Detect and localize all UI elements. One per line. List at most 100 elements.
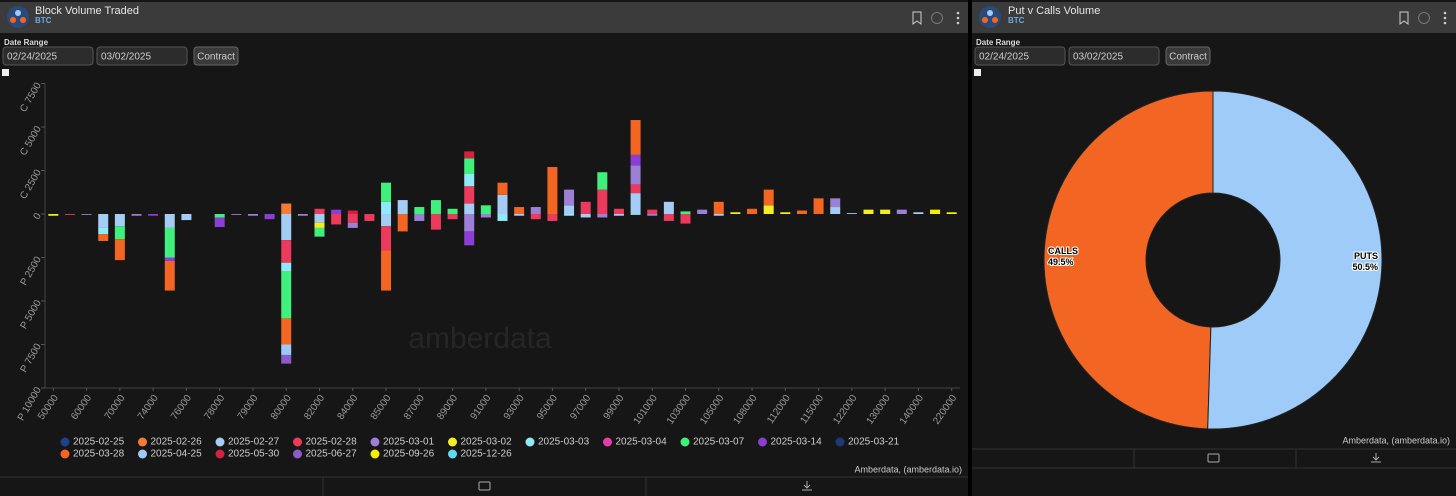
- camera-icon[interactable]: [1207, 453, 1220, 463]
- bar-segment: [580, 214, 591, 218]
- bar-segment: [281, 214, 292, 241]
- bar-segment: [381, 201, 392, 214]
- expand-icon[interactable]: [974, 69, 981, 76]
- bar-segment: [630, 214, 641, 215]
- watermark: amberdata: [408, 322, 552, 355]
- bar-segment: [281, 354, 292, 364]
- bar-segment: [414, 207, 425, 214]
- bar-segment: [530, 207, 541, 214]
- download-icon[interactable]: [802, 481, 812, 491]
- bar-segment: [780, 212, 791, 214]
- info-icon[interactable]: [1418, 12, 1430, 24]
- panel-title: Put v Calls Volume: [1008, 5, 1100, 17]
- bar-segment: [647, 214, 658, 216]
- bar-segment: [713, 214, 724, 216]
- end-date-input[interactable]: [96, 46, 188, 66]
- bar-segment: [514, 207, 525, 214]
- credit: Amberdata, (amberdata.io): [1342, 435, 1450, 445]
- bar-segment: [414, 214, 425, 221]
- date-range-label: Date Range: [4, 38, 49, 47]
- legend-label: 2025-04-25: [151, 449, 203, 460]
- legend-marker: [448, 437, 457, 447]
- bar-segment: [314, 214, 325, 223]
- bar-segment: [564, 205, 575, 214]
- bar-segment: [281, 203, 292, 214]
- legend-marker: [215, 437, 225, 447]
- expand-icon[interactable]: [2, 69, 9, 76]
- bar-segment: [164, 260, 175, 291]
- bar-segment: [514, 214, 525, 216]
- bar-segment: [247, 214, 258, 216]
- bar-segment: [347, 222, 358, 228]
- bar-segment: [114, 226, 125, 240]
- menu-icon[interactable]: [956, 11, 960, 25]
- contract-button[interactable]: [193, 46, 239, 66]
- bar-segment: [347, 210, 358, 214]
- bar-segment: [730, 212, 741, 214]
- bar-segment: [547, 214, 558, 221]
- bar-segment: [946, 212, 957, 214]
- start-date-input[interactable]: [2, 46, 94, 66]
- download-icon[interactable]: [1371, 453, 1381, 463]
- bar-segment: [680, 214, 691, 224]
- legend-marker: [370, 449, 380, 459]
- bar-segment: [397, 214, 408, 232]
- bar-segment: [447, 208, 458, 214]
- bookmark-icon[interactable]: [1399, 11, 1409, 25]
- bar-segment: [164, 227, 175, 258]
- bar-segment: [264, 214, 275, 220]
- bar-segment: [597, 189, 608, 214]
- bar-segment: [381, 214, 392, 227]
- bar-segment: [580, 201, 591, 214]
- credit: Amberdata, (amberdata.io): [854, 464, 962, 474]
- start-date-input[interactable]: [974, 46, 1066, 66]
- panel-title: Block Volume Traded: [35, 5, 139, 17]
- bar-segment: [464, 231, 475, 246]
- bar-segment: [464, 214, 475, 232]
- bar-segment: [281, 271, 292, 319]
- bar-segment: [364, 214, 375, 221]
- logo-dot: [15, 10, 21, 16]
- info-icon[interactable]: [931, 12, 943, 24]
- bar-segment: [214, 217, 225, 228]
- bar-segment: [863, 209, 874, 214]
- legend-marker: [370, 437, 380, 447]
- legend-label: 2025-03-03: [538, 437, 590, 448]
- bar-segment: [564, 189, 575, 206]
- bar-segment: [64, 214, 75, 215]
- bar-segment: [813, 198, 824, 214]
- bar-segment: [464, 151, 475, 159]
- legend-label: 2025-12-26: [461, 449, 513, 460]
- legend-label: 2025-03-14: [771, 437, 823, 448]
- bar-segment: [846, 213, 857, 214]
- menu-icon[interactable]: [1443, 11, 1447, 25]
- bar-segment: [530, 214, 541, 220]
- bar-segment: [763, 205, 774, 214]
- bar-segment: [630, 184, 641, 194]
- bar-segment: [397, 200, 408, 214]
- legend-marker: [215, 449, 225, 459]
- bar-segment: [497, 214, 508, 221]
- end-date-input[interactable]: [1068, 46, 1160, 66]
- bar-segment: [564, 214, 575, 216]
- bar-segment: [713, 201, 724, 214]
- legend-label: 2025-06-27: [306, 449, 358, 460]
- bar-segment: [830, 198, 841, 208]
- start-date: 02/24/2025: [7, 52, 57, 63]
- legend-marker: [603, 437, 612, 447]
- donut-slice: [1207, 90, 1383, 430]
- legend-label: 2025-03-02: [461, 437, 513, 448]
- bar-segment: [430, 214, 441, 230]
- bookmark-icon[interactable]: [912, 11, 922, 25]
- legend-marker: [525, 437, 535, 447]
- bar-segment: [447, 214, 458, 220]
- bar-segment: [381, 226, 392, 251]
- bar-segment: [98, 227, 109, 235]
- y-tick-label: 0: [32, 211, 45, 222]
- contract-button[interactable]: [1165, 46, 1211, 66]
- bar-segment: [81, 214, 92, 215]
- panel-header: [972, 2, 1456, 33]
- bar-segment: [464, 186, 475, 204]
- camera-icon[interactable]: [478, 481, 491, 491]
- bar-segment: [114, 214, 125, 227]
